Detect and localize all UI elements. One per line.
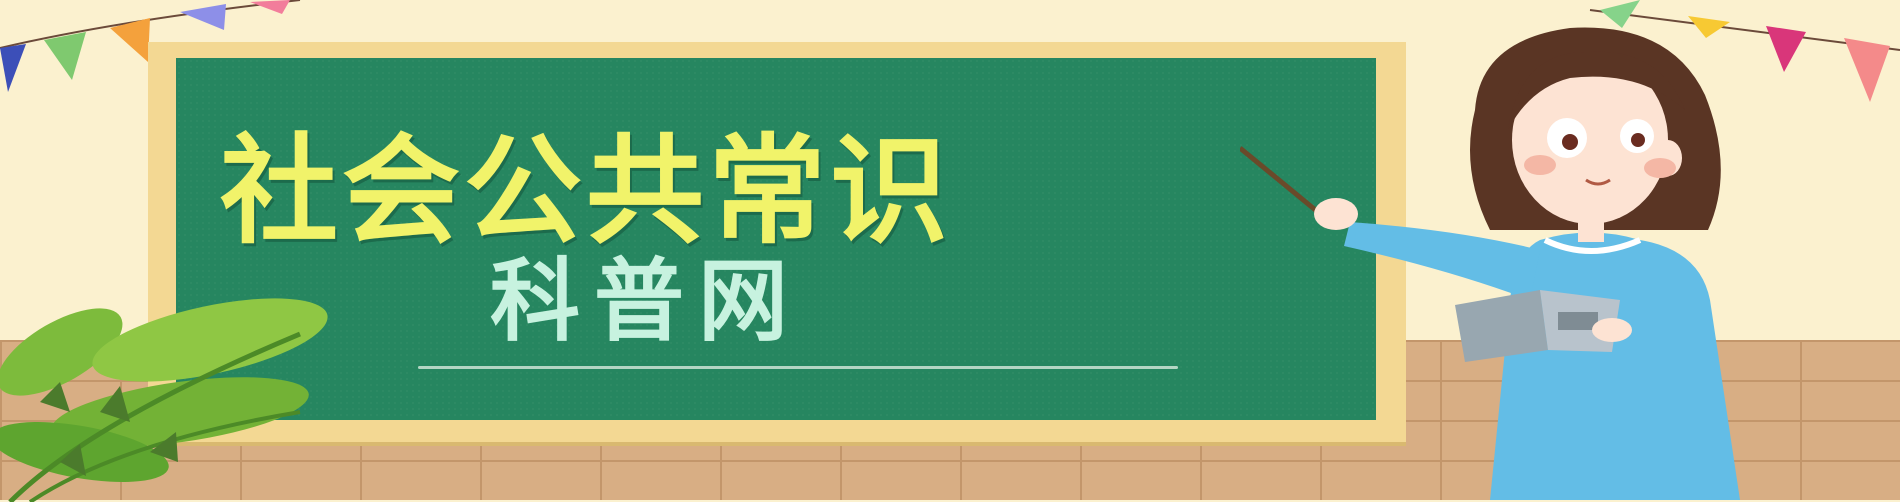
- chalk-underline: [418, 366, 1178, 369]
- plant-leaves-icon: [0, 298, 328, 502]
- right-bunting-icon: [1589, 0, 1900, 102]
- chalkboard: [176, 58, 1376, 420]
- banner-title: 社会公共常识: [220, 122, 953, 260]
- left-bunting-icon: [0, 0, 301, 92]
- banner-subtitle: 科普网: [490, 249, 802, 354]
- teacher-illustration: [1240, 27, 1740, 500]
